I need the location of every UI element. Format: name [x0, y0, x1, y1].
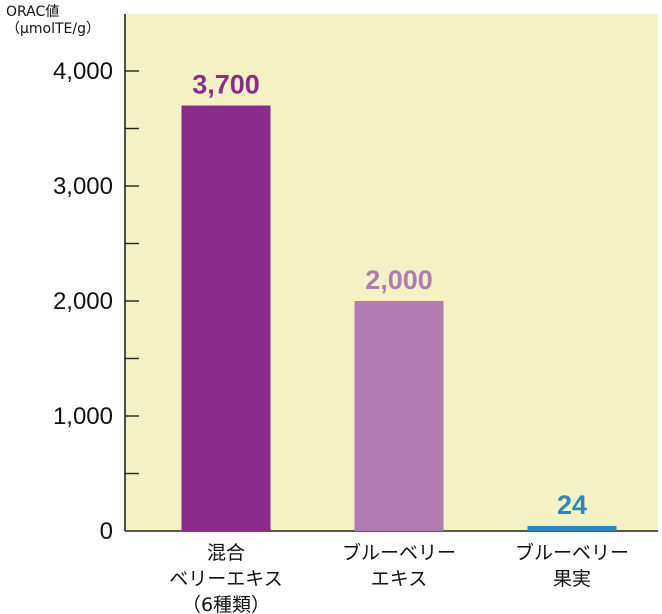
data-label: 2,000	[365, 265, 433, 295]
y-axis-title-line2: （μmolTE/g）	[6, 21, 101, 37]
x-tick-label: 混合	[207, 542, 245, 564]
data-label: 3,700	[192, 70, 260, 100]
data-label: 24	[557, 490, 587, 520]
y-tick-label: 4,000	[53, 58, 113, 85]
x-tick-label: ブルーベリー	[342, 541, 456, 564]
y-tick-label: 1,000	[53, 403, 113, 430]
y-tick-label: 2,000	[53, 288, 113, 315]
bar	[527, 526, 617, 531]
x-tick-label: ブルーベリー	[515, 541, 629, 564]
y-tick-label: 3,000	[53, 173, 113, 200]
bar	[354, 301, 444, 531]
x-tick-label: 果実	[553, 568, 591, 590]
x-tick-label: ベリーエキス	[169, 568, 282, 590]
bar	[181, 105, 271, 531]
x-tick-label: エキス	[371, 568, 427, 590]
y-axis-title-line1: ORAC値	[6, 4, 60, 20]
y-axis-title: ORAC値 （μmolTE/g）	[6, 4, 100, 38]
x-tick-label: （6種類）	[182, 594, 270, 614]
y-tick-label: 0	[100, 518, 113, 545]
